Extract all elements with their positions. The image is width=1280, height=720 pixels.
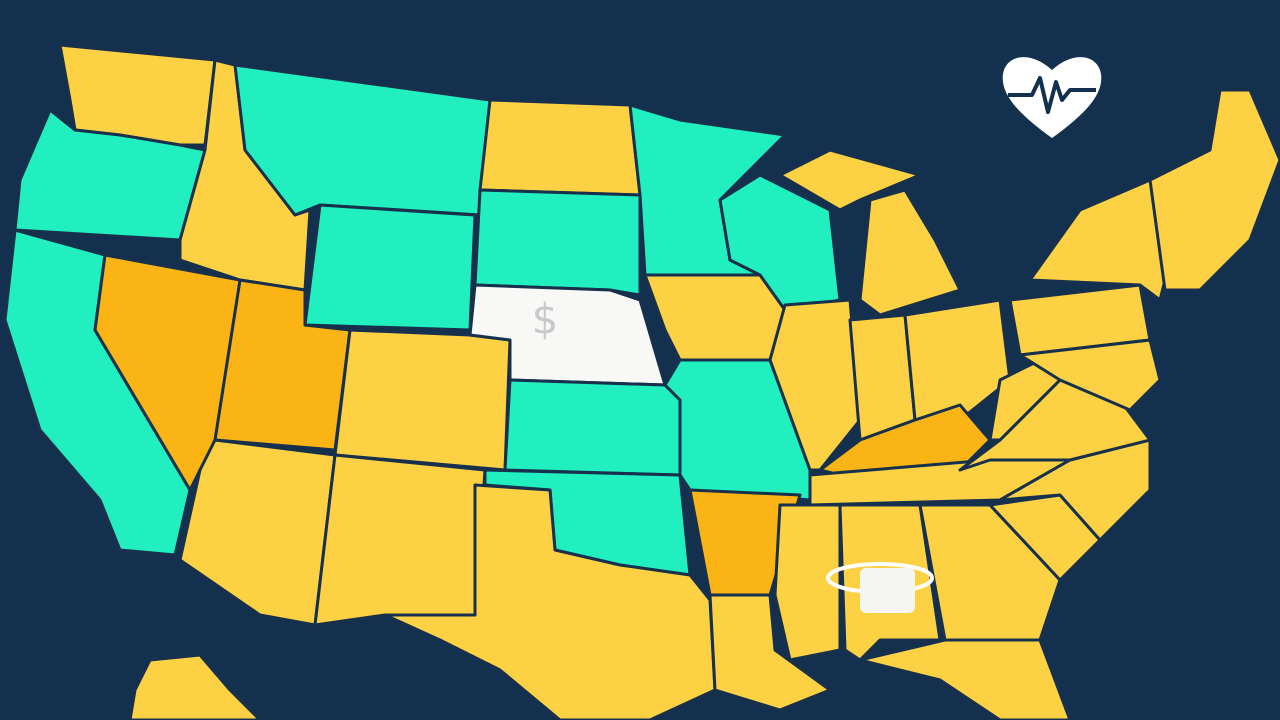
wyoming: [303, 203, 477, 332]
michigan-upper: [778, 148, 922, 212]
alaska: [128, 653, 262, 720]
dollar-symbol: $: [532, 295, 559, 344]
new-england: [1148, 88, 1280, 292]
colorado: [333, 328, 512, 472]
kansas: [503, 378, 682, 477]
georgia: [918, 503, 1062, 642]
north-dakota: [478, 98, 642, 197]
states: [3, 43, 1280, 720]
indiana: [848, 313, 917, 442]
south-dakota: [473, 188, 642, 297]
florida: [858, 638, 1072, 720]
mid-atlantic: [1018, 338, 1162, 412]
bread-icon: [826, 562, 934, 613]
texas: [383, 483, 717, 720]
icon-box: [860, 568, 915, 613]
michigan-lower: [858, 188, 962, 317]
pulse-line: [1008, 76, 1096, 114]
heart-icon: [1002, 57, 1102, 138]
new-mexico: [313, 453, 487, 627]
ohio: [903, 298, 1012, 422]
louisiana: [708, 593, 832, 712]
mississippi: [773, 503, 842, 662]
